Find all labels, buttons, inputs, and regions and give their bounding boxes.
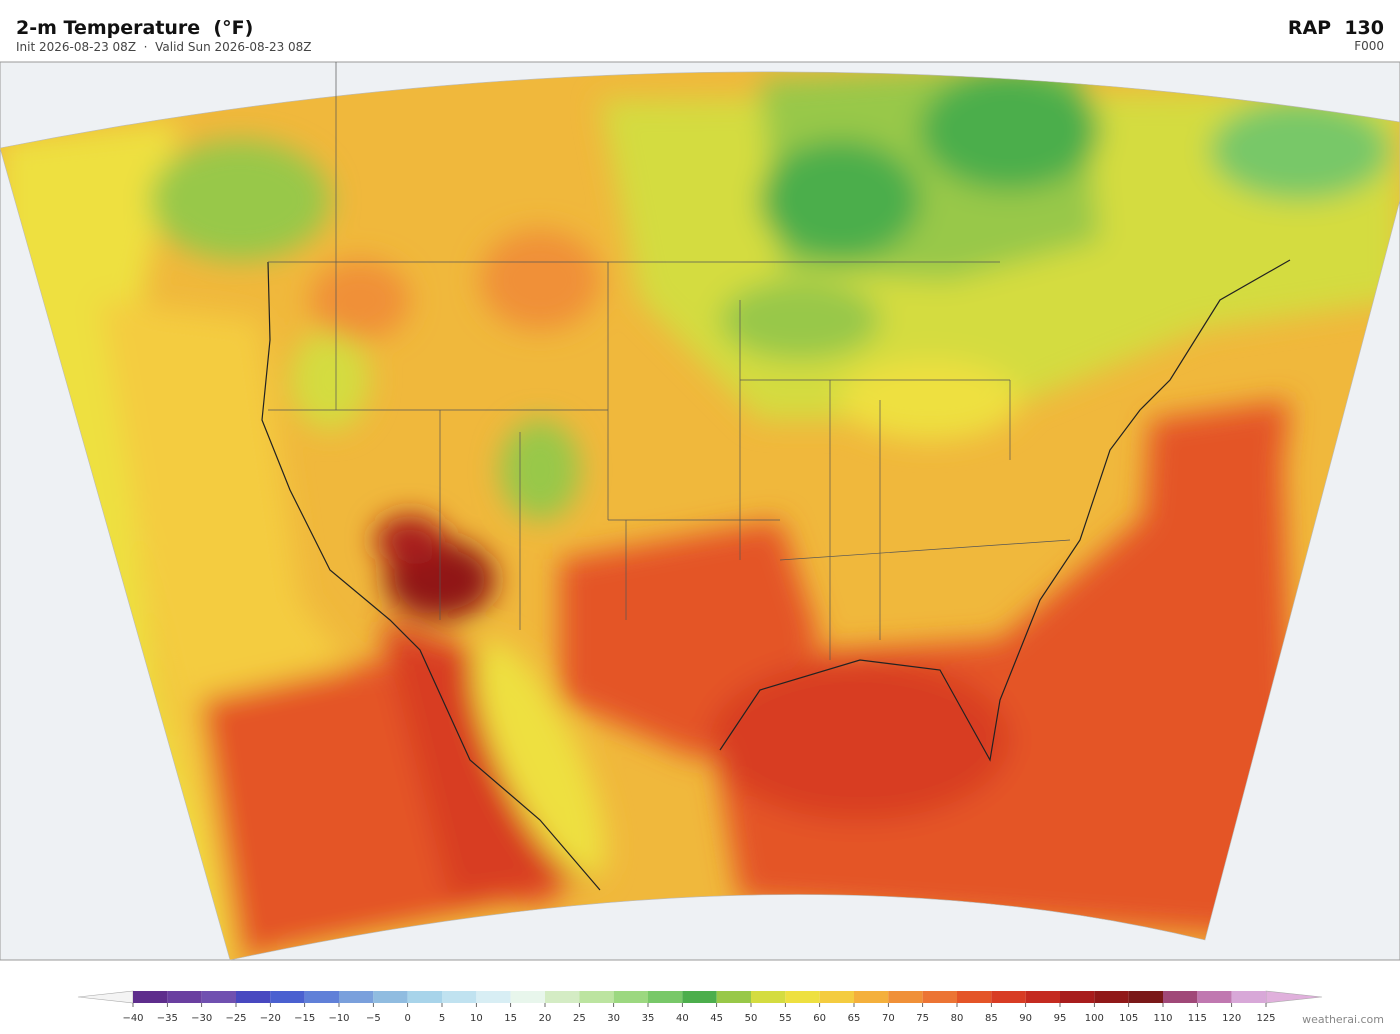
forecast-hour: F000 [1354,39,1384,53]
colorbar-tick-label: 75 [916,1013,929,1024]
colorbar-tick-label: 80 [951,1013,964,1024]
colorbar-box [751,991,786,1003]
colorbar-box [957,991,992,1003]
colorbar-box [270,991,305,1003]
colorbar-tick-label: 55 [779,1013,792,1024]
colorbar-tick-label: −30 [191,1013,212,1024]
colorbar-box [648,991,683,1003]
colorbar-box [442,991,477,1003]
map [0,61,1400,961]
colorbar: −40 −35 −30 −25 −20 −15 −10 −5 0 5 10 15 20 25 30 35 40 4… [77,990,1323,1024]
colorbar-tick-label: 95 [1054,1013,1067,1024]
colorbar-tick-label: 10 [470,1013,483,1024]
colorbar-tick-label: 40 [676,1013,689,1024]
colorbar-tick-label: 45 [710,1013,723,1024]
colorbar-box [819,991,854,1003]
colorbar-box [716,991,751,1003]
colorbar-box [407,991,442,1003]
colorbar-tick-label: 15 [504,1013,517,1024]
colorbar-box [682,991,717,1003]
colorbar-box [922,991,957,1003]
colorbar-tick-label: 0 [404,1013,410,1024]
colorbar-box [1128,991,1163,1003]
colorbar-tick-label: 125 [1256,1013,1275,1024]
colorbar-tick-label: −40 [122,1013,143,1024]
colorbar-tick-label: 25 [573,1013,586,1024]
colorbar-tick-label: 50 [745,1013,758,1024]
watermark: weatherai.com [1302,1013,1384,1026]
colorbar-tick-label: 5 [439,1013,445,1024]
colorbar-box [304,991,339,1003]
title: 2-m Temperature (°F) [16,17,253,39]
colorbar-box [1231,991,1266,1003]
colorbar-under [77,990,134,1004]
colorbar-box [991,991,1026,1003]
colorbar-tick-label: 90 [1019,1013,1032,1024]
colorbar-box [1025,991,1060,1003]
colorbar-tick-label: −10 [328,1013,349,1024]
colorbar-over [1265,990,1323,1004]
colorbar-tick-label: 20 [539,1013,552,1024]
colorbar-tick-label: 105 [1119,1013,1138,1024]
colorbar-tick-label: −20 [260,1013,281,1024]
colorbar-box [373,991,408,1003]
colorbar-tick-label: −25 [225,1013,246,1024]
colorbar-tick-label: 115 [1188,1013,1207,1024]
colorbar-box [510,991,545,1003]
colorbar-tick-label: −35 [157,1013,178,1024]
colorbar-tick-label: 120 [1222,1013,1241,1024]
colorbar-tick-label: 100 [1085,1013,1104,1024]
colorbar-box [1094,991,1129,1003]
colorbar-box [339,991,374,1003]
model-label: RAP 130 [1288,17,1384,39]
colorbar-box [201,991,236,1003]
colorbar-box [1060,991,1095,1003]
colorbar-tick-label: 60 [813,1013,826,1024]
colorbar-box [167,991,202,1003]
colorbar-box [1197,991,1232,1003]
colorbar-box [1163,991,1198,1003]
colorbar-tick-label: 30 [607,1013,620,1024]
colorbar-box [545,991,580,1003]
colorbar-box [613,991,648,1003]
colorbar-tick-label: 35 [642,1013,655,1024]
colorbar-tick-label: 70 [882,1013,895,1024]
colorbar-box [133,991,168,1003]
colorbar-tick-label: 65 [848,1013,861,1024]
colorbar-box [579,991,614,1003]
colorbar-tick-label: 85 [985,1013,998,1024]
colorbar-box [854,991,889,1003]
colorbar-box [785,991,820,1003]
colorbar-tick-label: 110 [1153,1013,1172,1024]
colorbar-tick-label: −15 [294,1013,315,1024]
subtitle: Init 2026-08-23 08Z · Valid Sun 2026-08-… [16,40,312,54]
colorbar-box [888,991,923,1003]
colorbar-tick-label: −5 [366,1013,381,1024]
colorbar-box [236,991,271,1003]
colorbar-box [476,991,511,1003]
